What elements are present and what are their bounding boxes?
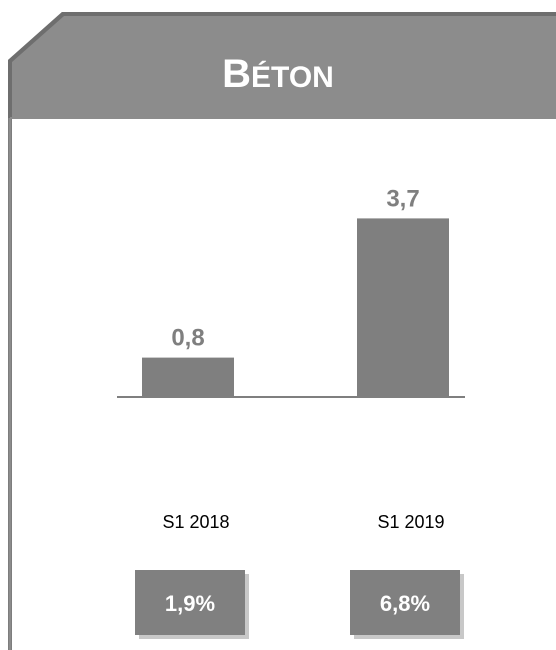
badge: [135, 570, 245, 635]
badge: [350, 570, 460, 635]
badge-label: 6,8%: [380, 591, 430, 616]
x-tick-label: S1 2019: [377, 512, 444, 532]
bar: [142, 357, 234, 396]
bar: [357, 218, 449, 396]
badge-label: 1,9%: [165, 591, 215, 616]
header: [8, 12, 556, 650]
chart-title: BÉTON: [222, 52, 334, 96]
x-tick-label: S1 2018: [162, 512, 229, 532]
value-label: 3,7: [386, 185, 419, 212]
value-label: 0,8: [171, 325, 204, 352]
